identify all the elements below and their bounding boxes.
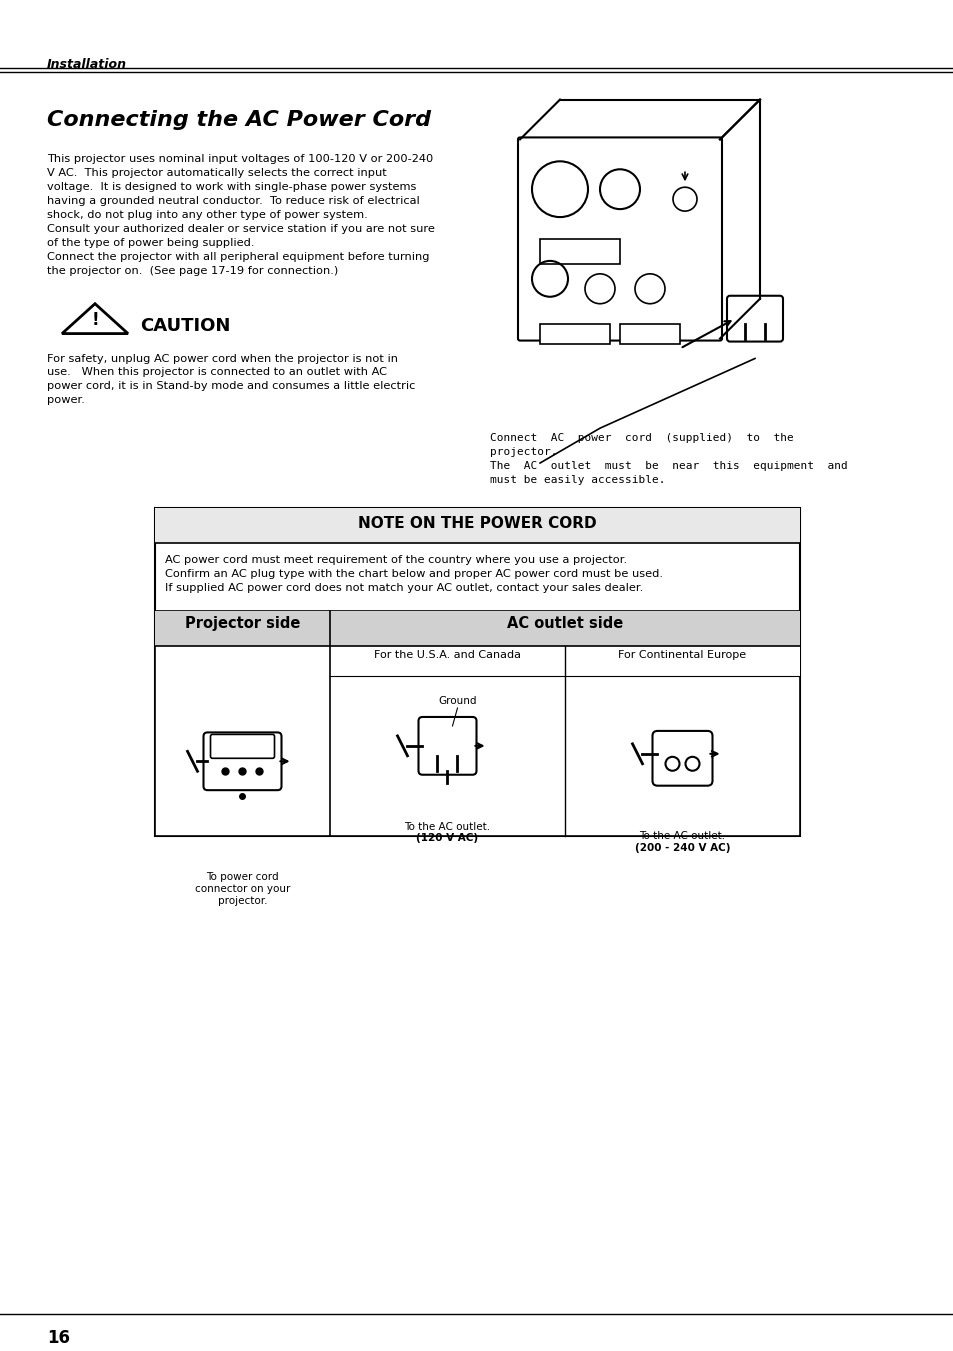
Text: (200 - 240 V AC): (200 - 240 V AC) xyxy=(634,843,729,854)
Text: Confirm an AC plug type with the chart below and proper AC power cord must be us: Confirm an AC plug type with the chart b… xyxy=(165,569,662,578)
FancyBboxPatch shape xyxy=(517,138,721,340)
Text: V AC.  This projector automatically selects the correct input: V AC. This projector automatically selec… xyxy=(47,169,386,178)
Bar xyxy=(539,239,619,263)
Text: To the AC outlet.: To the AC outlet. xyxy=(404,821,490,831)
Text: NOTE ON THE POWER CORD: NOTE ON THE POWER CORD xyxy=(357,516,597,531)
Bar xyxy=(330,612,800,646)
Text: voltage.  It is designed to work with single-phase power systems: voltage. It is designed to work with sin… xyxy=(47,182,416,192)
Bar xyxy=(619,324,679,343)
FancyBboxPatch shape xyxy=(726,296,782,342)
Text: !: ! xyxy=(91,311,99,328)
Text: For Continental Europe: For Continental Europe xyxy=(618,650,746,661)
Bar xyxy=(154,508,800,543)
Text: Ground: Ground xyxy=(437,696,476,707)
Text: Connecting the AC Power Cord: Connecting the AC Power Cord xyxy=(47,109,431,130)
Text: power.: power. xyxy=(47,396,85,405)
Text: AC outlet side: AC outlet side xyxy=(506,616,622,631)
Text: the projector on.  (See page 17-19 for connection.): the projector on. (See page 17-19 for co… xyxy=(47,266,338,276)
FancyBboxPatch shape xyxy=(211,735,274,758)
Text: 16: 16 xyxy=(47,1329,70,1347)
Text: Installation: Installation xyxy=(47,58,127,70)
Bar xyxy=(154,612,330,646)
Text: For the U.S.A. and Canada: For the U.S.A. and Canada xyxy=(374,650,520,661)
Text: having a grounded neutral conductor.  To reduce risk of electrical: having a grounded neutral conductor. To … xyxy=(47,196,419,207)
Text: For safety, unplug AC power cord when the projector is not in: For safety, unplug AC power cord when th… xyxy=(47,354,397,363)
Text: use.   When this projector is connected to an outlet with AC: use. When this projector is connected to… xyxy=(47,367,387,377)
Bar xyxy=(539,324,609,343)
Text: must be easily accessible.: must be easily accessible. xyxy=(490,476,665,485)
Text: If supplied AC power cord does not match your AC outlet, contact your sales deal: If supplied AC power cord does not match… xyxy=(165,582,642,593)
Text: connector on your: connector on your xyxy=(194,884,290,894)
Text: of the type of power being supplied.: of the type of power being supplied. xyxy=(47,238,254,249)
Text: Consult your authorized dealer or service station if you are not sure: Consult your authorized dealer or servic… xyxy=(47,224,435,234)
FancyBboxPatch shape xyxy=(652,731,712,786)
Text: This projector uses nominal input voltages of 100-120 V or 200-240: This projector uses nominal input voltag… xyxy=(47,154,433,165)
Text: projector.: projector. xyxy=(490,447,557,457)
FancyBboxPatch shape xyxy=(154,508,800,836)
Text: (120 V AC): (120 V AC) xyxy=(416,834,478,843)
FancyBboxPatch shape xyxy=(203,732,281,790)
Text: Connect  AC  power  cord  (supplied)  to  the: Connect AC power cord (supplied) to the xyxy=(490,434,793,443)
Text: shock, do not plug into any other type of power system.: shock, do not plug into any other type o… xyxy=(47,211,367,220)
Text: AC power cord must meet requirement of the country where you use a projector.: AC power cord must meet requirement of t… xyxy=(165,555,626,565)
Text: To the AC outlet.: To the AC outlet. xyxy=(639,831,725,842)
Bar xyxy=(154,612,800,836)
Text: The  AC  outlet  must  be  near  this  equipment  and: The AC outlet must be near this equipmen… xyxy=(490,461,847,471)
Text: Connect the projector with all peripheral equipment before turning: Connect the projector with all periphera… xyxy=(47,251,429,262)
Text: CAUTION: CAUTION xyxy=(140,316,230,335)
Text: projector.: projector. xyxy=(217,896,267,905)
FancyBboxPatch shape xyxy=(418,717,476,774)
Bar xyxy=(330,646,800,676)
Text: power cord, it is in Stand-by mode and consumes a little electric: power cord, it is in Stand-by mode and c… xyxy=(47,381,415,392)
Text: Projector side: Projector side xyxy=(185,616,300,631)
Text: To power cord: To power cord xyxy=(206,871,278,882)
